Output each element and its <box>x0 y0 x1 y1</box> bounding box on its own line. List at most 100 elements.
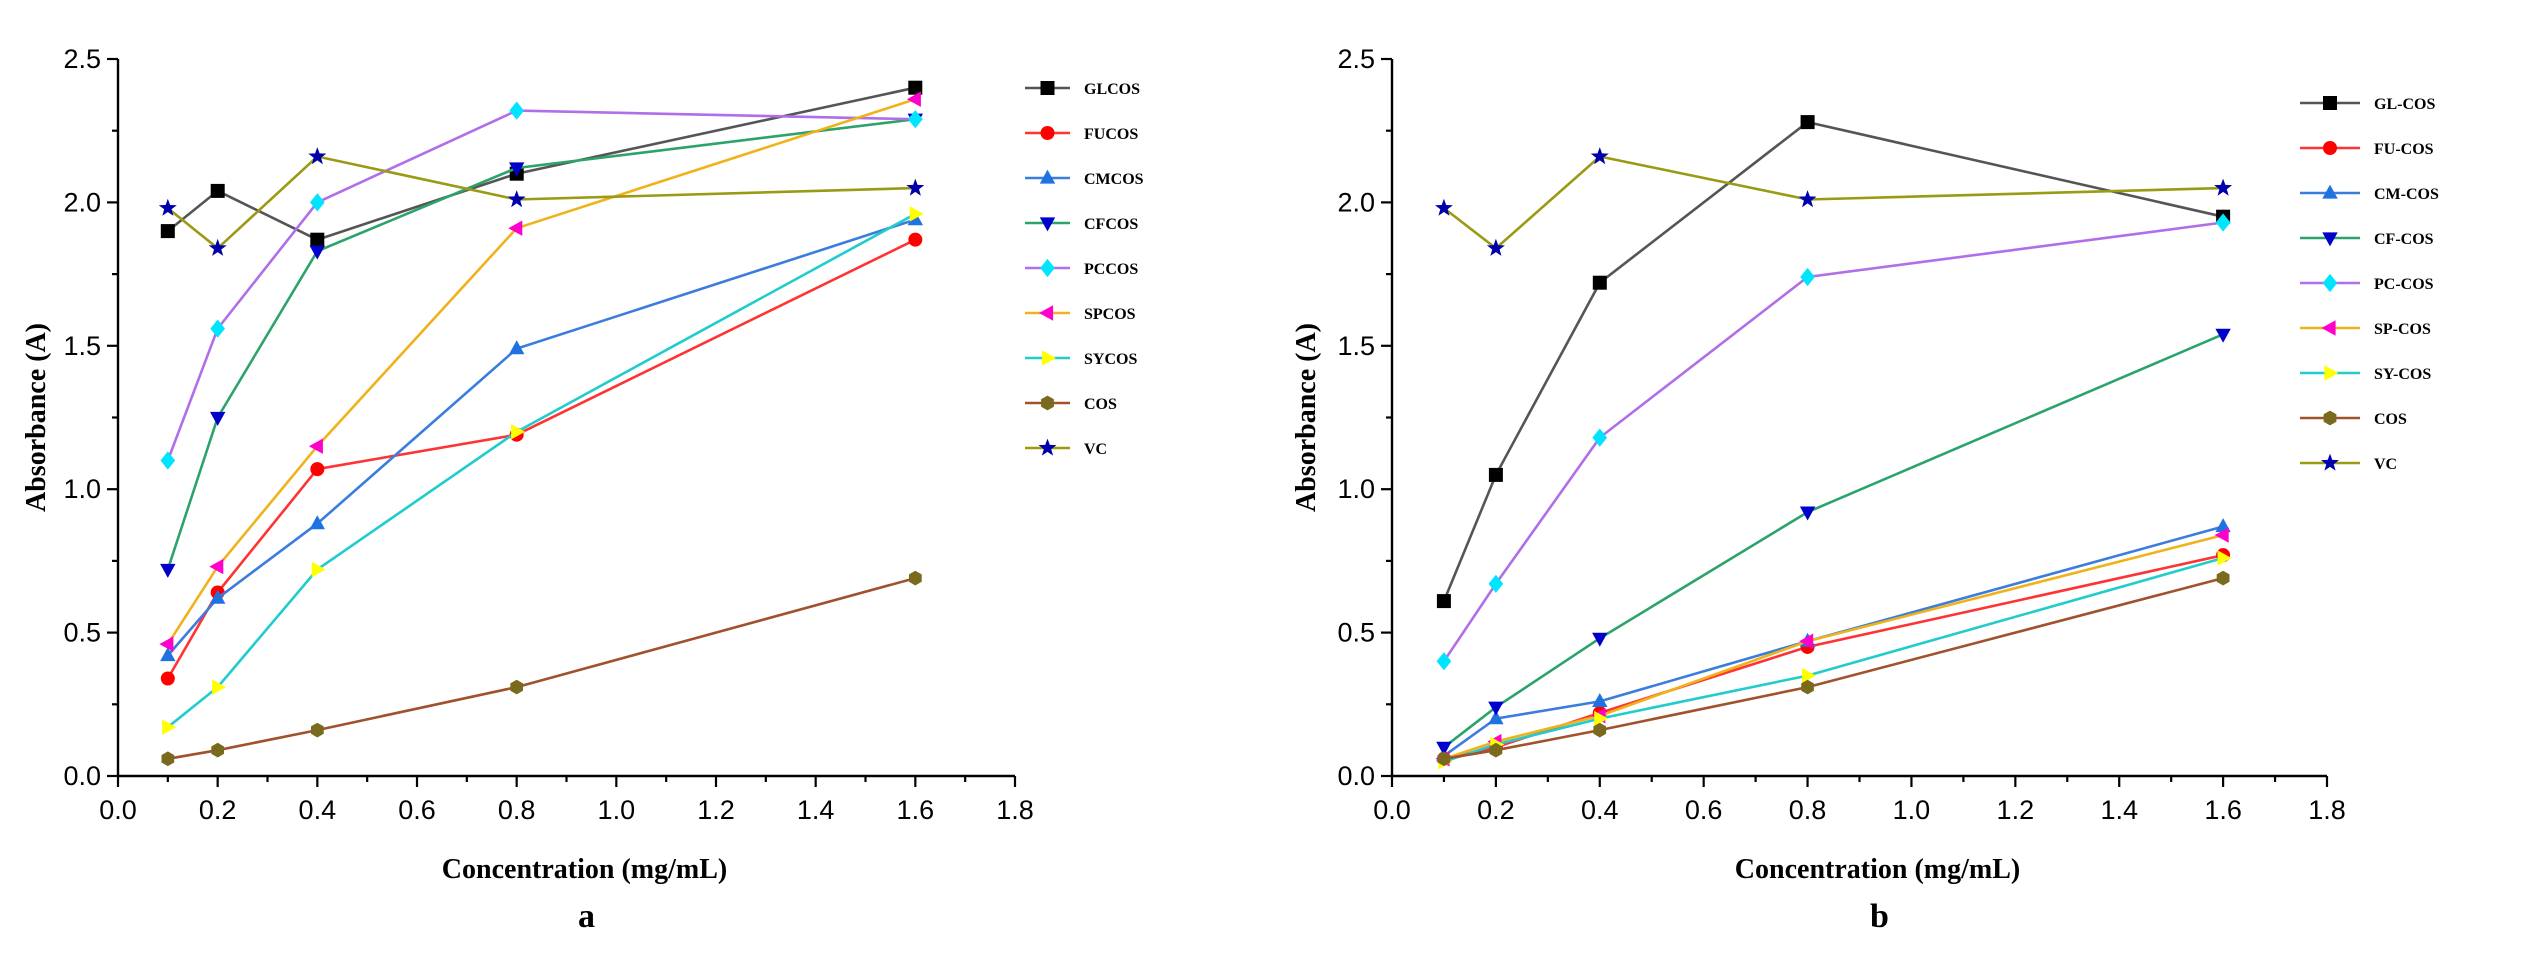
y-tick-label: 1.0 <box>1337 474 1375 504</box>
data-point <box>2214 527 2229 543</box>
data-point <box>508 220 523 236</box>
data-point <box>2216 570 2230 586</box>
series-line <box>166 97 916 645</box>
data-point <box>510 679 523 695</box>
legend-label: CM-COS <box>2374 186 2439 203</box>
legend-label: CF-COS <box>2374 231 2434 248</box>
x-tick-label: 1.4 <box>2100 795 2138 825</box>
legend-entry-CF-COS: CF-COS <box>2300 231 2434 248</box>
data-point <box>1801 679 1814 695</box>
x-tick-label: 1.0 <box>598 795 636 825</box>
legend-label: CFCOS <box>1084 216 1138 233</box>
y-tick-label: 1.5 <box>63 331 101 361</box>
data-point <box>1594 710 1609 727</box>
data-point <box>908 110 923 129</box>
data-point <box>160 647 176 662</box>
data-point <box>1592 632 1608 647</box>
legend-label: CMCOS <box>1084 171 1144 188</box>
legend-marker <box>1040 81 1055 95</box>
series-COS <box>1437 570 2230 767</box>
data-point <box>309 515 325 530</box>
data-point <box>211 742 224 758</box>
legend-entry-VC: VC <box>1025 438 1107 458</box>
legend-entry-CFCOS: CFCOS <box>1025 216 1138 233</box>
legend-marker <box>1039 169 1056 184</box>
series-CFCOS <box>160 113 923 578</box>
x-tick-label: 1.8 <box>996 795 1034 825</box>
data-point <box>310 462 325 477</box>
data-point <box>1800 267 1815 287</box>
series-line <box>166 218 916 657</box>
data-point <box>1435 198 1453 216</box>
data-point <box>209 558 224 575</box>
data-point <box>160 224 175 239</box>
series-SY-COS <box>1438 550 2232 770</box>
legend-label: SP-COS <box>2374 321 2431 338</box>
data-point <box>1799 506 1816 521</box>
data-point <box>210 319 225 338</box>
y-tick-label: 2.0 <box>1337 187 1375 217</box>
legend-entry-GL-COS: GL-COS <box>2300 96 2435 113</box>
legend-marker <box>2323 141 2337 155</box>
data-point <box>1488 574 1504 593</box>
legend-marker <box>2323 96 2337 110</box>
series-line <box>1443 333 2224 749</box>
legend-entry-COS: COS <box>1025 395 1117 413</box>
data-point <box>507 190 526 208</box>
series-SPCOS <box>159 91 921 652</box>
legend-label: GL-COS <box>2374 96 2435 113</box>
series-PCCOS <box>160 101 923 470</box>
series-PC-COS <box>1436 213 2231 671</box>
y-tick-label: 1.5 <box>1337 331 1375 361</box>
legend-label: SY-COS <box>2374 366 2431 383</box>
data-point <box>509 101 524 120</box>
x-tick-label: 0.8 <box>498 795 536 825</box>
legend-entry-VC: VC <box>2300 453 2397 473</box>
legend-marker <box>1038 438 1057 456</box>
data-point <box>908 80 923 95</box>
data-point <box>212 679 227 695</box>
legend-entry-PC-COS: PC-COS <box>2300 273 2434 293</box>
series-line <box>1442 120 2224 602</box>
series-line <box>1443 155 2224 250</box>
data-point <box>1802 667 1816 684</box>
data-point <box>1489 742 1503 758</box>
data-point <box>159 636 174 652</box>
legend-label: FU-COS <box>2374 141 2434 158</box>
x-axis-title: Concentration (mg/mL) <box>442 854 727 885</box>
legend-marker <box>1041 350 1056 366</box>
data-point <box>2215 213 2231 232</box>
legend-entry-SY-COS: SY-COS <box>2300 365 2431 383</box>
legend-marker <box>1040 258 1055 278</box>
x-tick-label: 0.2 <box>1477 795 1515 825</box>
data-point <box>1488 467 1503 482</box>
x-tick-label: 0.6 <box>398 795 436 825</box>
legend-entry-SYCOS: SYCOS <box>1025 350 1137 368</box>
series-line <box>166 212 916 729</box>
x-tick-label: 0.6 <box>1685 795 1723 825</box>
data-point <box>310 232 325 247</box>
y-axis-title: Absorbance (A) <box>21 323 52 512</box>
data-point <box>158 198 177 216</box>
legend-label: VC <box>1084 441 1107 458</box>
x-axis-title: Concentration (mg/mL) <box>1735 854 2020 885</box>
legend-label: FUCOS <box>1084 126 1138 143</box>
legend-label: SPCOS <box>1084 306 1136 323</box>
data-point <box>1592 693 1608 707</box>
legend-entry-COS: COS <box>2300 410 2407 428</box>
y-tick-label: 2.5 <box>1337 44 1375 74</box>
data-point <box>160 563 176 578</box>
series-COS <box>161 570 922 767</box>
data-point <box>208 238 227 256</box>
x-tick-label: 0.0 <box>1373 795 1411 825</box>
series-SYCOS <box>162 206 924 735</box>
data-point <box>509 340 525 355</box>
y-tick-label: 1.0 <box>63 474 101 504</box>
y-tick-label: 2.0 <box>63 187 101 217</box>
data-point <box>162 719 177 735</box>
series-line <box>1442 221 2224 663</box>
data-point <box>2214 178 2233 196</box>
legend-marker <box>2321 453 2339 471</box>
x-tick-label: 1.0 <box>1893 795 1931 825</box>
